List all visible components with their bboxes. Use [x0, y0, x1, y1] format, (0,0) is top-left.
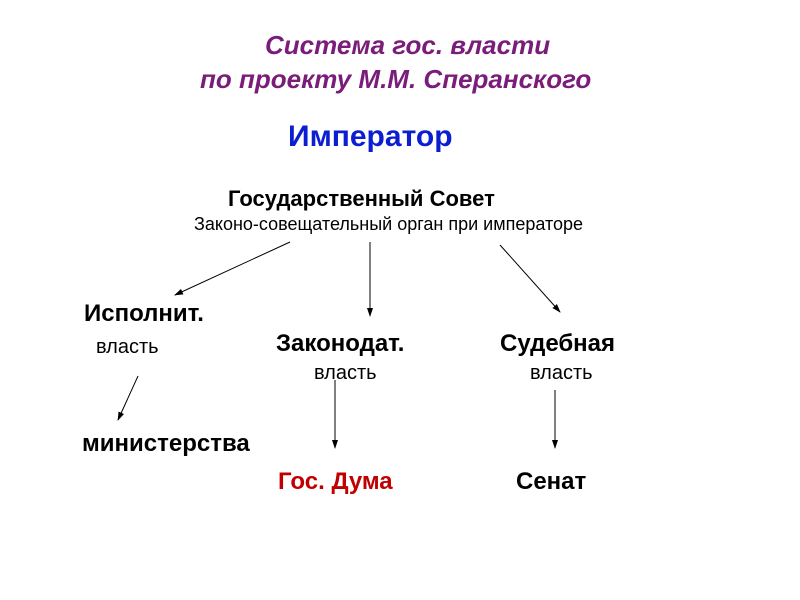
executive-branch-sub: власть — [96, 336, 159, 359]
judicial-branch-sub: власть — [530, 362, 593, 385]
arrow — [118, 376, 138, 420]
state-council-subheading: Законо-совещательный орган при император… — [194, 214, 583, 235]
title-line-1: Система гос. власти — [265, 30, 550, 61]
legislative-branch-name: Законодат. — [276, 330, 404, 358]
diagram-canvas: Система гос. власти по проекту М.М. Спер… — [0, 0, 800, 600]
executive-branch-name: Исполнит. — [84, 300, 204, 328]
legislative-branch-sub: власть — [314, 362, 377, 385]
legislative-body: Гос. Дума — [278, 468, 393, 496]
title-line-2: по проекту М.М. Сперанского — [200, 64, 591, 95]
arrow — [500, 245, 560, 312]
executive-body: министерства — [82, 430, 250, 458]
arrow — [175, 242, 290, 295]
state-council-heading: Государственный Совет — [228, 186, 495, 212]
emperor-label: Император — [288, 120, 453, 154]
judicial-branch-name: Судебная — [500, 330, 615, 358]
judicial-body: Сенат — [516, 468, 586, 496]
